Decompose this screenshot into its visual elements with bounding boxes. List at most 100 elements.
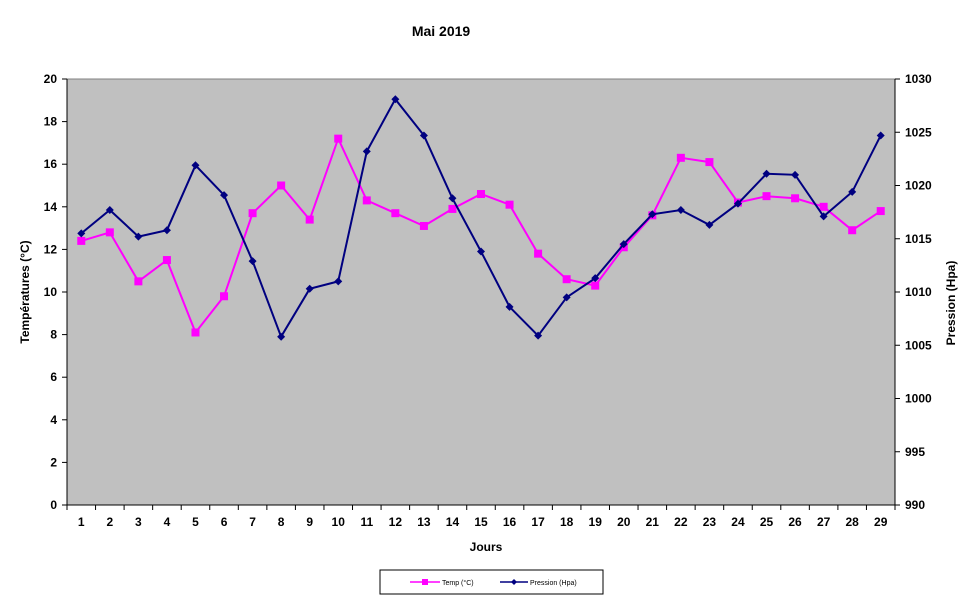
x-tick-label: 16 <box>503 515 517 529</box>
data-point-square <box>77 236 86 245</box>
data-point-diamond <box>162 226 171 235</box>
x-tick-label: 17 <box>531 515 545 529</box>
data-point-square <box>762 192 771 201</box>
right-tick-label: 1015 <box>905 232 932 246</box>
data-point-diamond <box>448 194 457 203</box>
data-point-square <box>676 153 685 162</box>
left-tick-label: 20 <box>44 72 58 86</box>
data-point-diamond <box>676 205 685 214</box>
left-tick-label: 18 <box>44 115 58 129</box>
data-point-diamond <box>619 240 628 249</box>
left-tick-label: 10 <box>44 285 58 299</box>
x-tick-label: 26 <box>788 515 802 529</box>
x-tick-label: 15 <box>474 515 488 529</box>
left-y-axis: 0 2 4 6 8 10 12 14 16 18 20 <box>44 72 68 512</box>
data-point-diamond <box>334 277 343 286</box>
data-point-square <box>505 200 514 209</box>
data-point-square <box>562 275 571 284</box>
right-tick-label: 1020 <box>905 179 932 193</box>
data-point-square <box>848 226 857 235</box>
x-axis: 1 2 3 4 5 6 7 8 9 10 11 12 13 14 15 16 17 18 19 20 21 22 23 24 2… <box>66 504 896 529</box>
left-tick-label: 0 <box>50 498 57 512</box>
x-tick-label: 14 <box>446 515 460 529</box>
data-point-diamond <box>648 210 657 219</box>
right-tick-label: 1010 <box>905 285 932 299</box>
data-point-diamond <box>362 147 371 156</box>
right-tick-label: 1005 <box>905 338 932 352</box>
data-point-diamond <box>77 229 86 238</box>
right-tick-label: 995 <box>905 445 925 459</box>
data-point-diamond <box>391 95 400 104</box>
left-tick-label: 16 <box>44 157 58 171</box>
data-point-diamond <box>762 169 771 178</box>
data-point-square <box>391 209 400 218</box>
data-point-square <box>791 194 800 203</box>
data-point-square <box>191 328 200 337</box>
data-point-square <box>362 196 371 205</box>
x-tick-label: 28 <box>845 515 859 529</box>
data-point-diamond <box>733 199 742 208</box>
right-axis-title: Pression (Hpa) <box>944 261 958 346</box>
data-point-diamond <box>791 170 800 179</box>
x-tick-label: 21 <box>646 515 660 529</box>
x-tick-label: 1 <box>78 515 85 529</box>
data-point-square <box>448 204 457 213</box>
right-y-axis: 990 995 1000 1005 1010 1015 1020 1025 1030 <box>894 72 932 512</box>
x-tick-label: 5 <box>192 515 199 529</box>
legend-temp-label: Temp (°C) <box>442 579 474 587</box>
data-point-diamond <box>248 257 257 266</box>
data-point-diamond <box>848 187 857 196</box>
x-tick-label: 9 <box>306 515 313 529</box>
x-tick-label: 18 <box>560 515 574 529</box>
data-point-square <box>534 249 543 258</box>
x-tick-label: 10 <box>332 515 346 529</box>
data-point-square <box>591 281 600 290</box>
data-point-diamond <box>134 232 143 241</box>
left-tick-label: 12 <box>44 242 58 256</box>
data-point-diamond <box>591 274 600 283</box>
data-point-diamond <box>477 247 485 256</box>
data-point-square <box>134 277 143 286</box>
right-tick-label: 990 <box>905 498 925 512</box>
data-point-square <box>220 292 229 301</box>
data-point-diamond <box>220 191 229 200</box>
data-point-diamond <box>534 331 543 340</box>
left-tick-label: 6 <box>50 370 57 384</box>
x-tick-label: 13 <box>417 515 431 529</box>
data-point-square <box>248 209 257 218</box>
series-pressure <box>77 95 885 341</box>
x-axis-title: Jours <box>470 540 503 554</box>
x-tick-label: 11 <box>360 515 373 529</box>
x-tick-label: 8 <box>278 515 285 529</box>
x-tick-label: 6 <box>221 515 228 529</box>
data-point-square <box>105 228 114 237</box>
x-tick-label: 20 <box>617 515 631 529</box>
data-point-diamond <box>819 212 828 221</box>
legend-pressure-label: Pression (Hpa) <box>530 580 577 587</box>
x-tick-label: 24 <box>731 515 745 529</box>
data-point-diamond <box>105 205 114 214</box>
legend: Temp (°C) Pression (Hpa) <box>379 569 604 595</box>
series-layer <box>77 95 885 341</box>
x-tick-label: 19 <box>589 515 603 529</box>
x-tick-label: 12 <box>389 515 403 529</box>
legend-temp-marker <box>422 579 428 585</box>
plot-area <box>66 78 896 506</box>
chart-title: Mai 2019 <box>412 23 471 39</box>
data-point-diamond <box>505 302 514 311</box>
data-point-diamond <box>562 293 571 302</box>
data-point-square <box>305 215 314 224</box>
data-point-square <box>162 256 171 265</box>
x-tick-label: 4 <box>164 515 171 529</box>
left-axis-title: Températures (°C) <box>18 240 32 343</box>
legend-pressure-marker <box>511 579 517 585</box>
data-point-square <box>876 207 885 216</box>
right-tick-label: 1030 <box>905 72 932 86</box>
x-tick-label: 3 <box>135 515 142 529</box>
data-point-square <box>819 202 828 211</box>
data-point-square <box>277 181 286 190</box>
x-tick-label: 27 <box>817 515 831 529</box>
data-point-diamond <box>876 131 885 140</box>
left-tick-label: 8 <box>50 328 57 342</box>
